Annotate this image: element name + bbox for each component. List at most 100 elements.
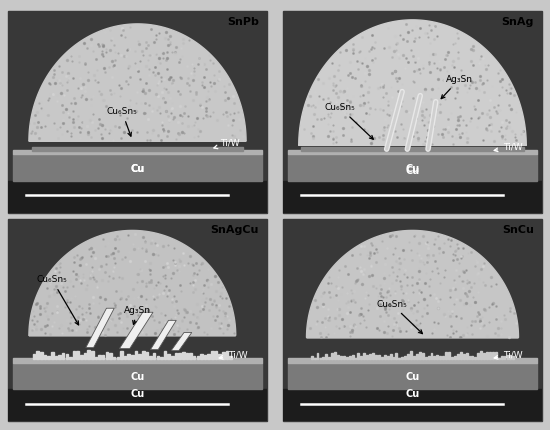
Bar	[369, 354, 371, 359]
Text: Ti/W: Ti/W	[494, 350, 522, 359]
Bar	[153, 353, 156, 359]
Bar	[124, 356, 126, 359]
Bar	[326, 354, 327, 359]
Bar	[489, 352, 491, 359]
Bar	[445, 352, 447, 359]
Bar	[463, 354, 465, 359]
Bar	[211, 350, 213, 359]
Bar	[288, 358, 537, 363]
Bar	[283, 389, 542, 421]
Bar	[471, 356, 474, 359]
Bar	[157, 356, 159, 359]
Text: Cu₆Sn₅: Cu₆Sn₅	[37, 276, 79, 325]
Text: Cu: Cu	[130, 164, 145, 175]
Bar	[480, 351, 482, 359]
Text: SnPb: SnPb	[227, 17, 259, 27]
Bar	[62, 353, 64, 359]
Polygon shape	[29, 24, 246, 141]
Bar	[160, 357, 163, 359]
Bar	[419, 352, 421, 359]
Text: Ti/W: Ti/W	[494, 143, 522, 152]
Bar	[189, 353, 192, 359]
Bar	[120, 351, 123, 359]
Bar	[44, 355, 46, 359]
Text: (a): (a)	[127, 225, 148, 240]
Bar	[343, 356, 345, 359]
Bar	[314, 358, 316, 359]
Text: Ag₃Sn: Ag₃Sn	[441, 75, 472, 98]
Bar	[513, 356, 514, 359]
Bar	[448, 352, 450, 359]
Bar	[375, 355, 377, 359]
Text: Cu: Cu	[405, 164, 420, 174]
Bar	[91, 351, 94, 359]
Bar	[117, 357, 119, 359]
Bar	[40, 352, 43, 359]
Bar	[317, 353, 318, 359]
Bar	[80, 355, 82, 359]
Bar	[500, 356, 503, 359]
Bar	[288, 154, 537, 181]
Bar	[36, 350, 39, 359]
Bar	[58, 355, 61, 359]
Bar	[469, 356, 470, 359]
Bar	[283, 181, 542, 213]
Bar	[360, 356, 362, 359]
Text: SnCu: SnCu	[502, 225, 534, 235]
Bar	[54, 356, 57, 359]
Bar	[31, 147, 244, 151]
Bar	[226, 351, 228, 359]
Bar	[128, 354, 130, 359]
Bar	[331, 353, 333, 359]
Bar	[204, 354, 206, 359]
Bar	[146, 352, 148, 359]
Polygon shape	[119, 312, 153, 349]
Bar	[171, 356, 174, 359]
Bar	[349, 356, 350, 359]
Bar	[73, 351, 75, 359]
Bar	[47, 356, 50, 359]
Bar	[229, 356, 232, 359]
Bar	[358, 353, 359, 359]
Bar	[416, 354, 418, 359]
Bar	[389, 354, 392, 359]
Bar	[407, 353, 409, 359]
Bar	[149, 356, 152, 359]
Bar	[131, 355, 134, 359]
Bar	[366, 355, 368, 359]
Bar	[351, 355, 354, 359]
Bar	[427, 356, 430, 359]
Text: SnAgCu: SnAgCu	[211, 225, 259, 235]
Bar	[214, 351, 217, 359]
Bar	[164, 351, 166, 359]
Bar	[178, 353, 181, 359]
Bar	[483, 353, 485, 359]
Bar	[106, 351, 108, 359]
Bar	[475, 357, 476, 359]
Bar	[378, 355, 380, 359]
Text: (b): (b)	[402, 225, 424, 240]
Bar	[102, 355, 104, 359]
Bar	[288, 150, 537, 154]
Bar	[442, 356, 444, 359]
Polygon shape	[299, 20, 526, 145]
Bar	[454, 356, 456, 359]
Bar	[76, 351, 79, 359]
Text: Ti/W: Ti/W	[219, 350, 248, 359]
Bar	[509, 355, 512, 359]
Bar	[425, 356, 427, 359]
Bar	[393, 357, 394, 359]
Bar	[288, 363, 537, 389]
Text: Cu: Cu	[130, 372, 145, 382]
Bar	[477, 353, 479, 359]
Bar	[322, 357, 324, 359]
Bar	[404, 356, 406, 359]
Bar	[340, 356, 342, 359]
Bar	[498, 358, 499, 359]
Bar	[495, 352, 497, 359]
Polygon shape	[86, 308, 114, 347]
Bar	[486, 352, 488, 359]
Bar	[218, 354, 221, 359]
Bar	[413, 356, 415, 359]
Text: Cu₆Sn₅: Cu₆Sn₅	[376, 300, 422, 334]
